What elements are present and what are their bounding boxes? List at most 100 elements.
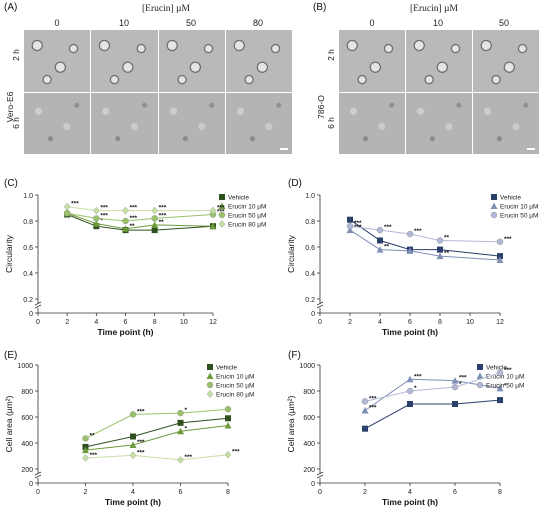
y-axis-label: Circularity bbox=[286, 234, 296, 273]
data-point bbox=[377, 237, 383, 244]
x-axis-label: Time point (h) bbox=[97, 327, 153, 337]
legend-label: Vehicle bbox=[228, 195, 249, 202]
axis-break-mark bbox=[316, 301, 324, 306]
data-point bbox=[476, 372, 484, 379]
axis-break-mark bbox=[316, 474, 324, 479]
legend-label: Erucin 50 µM bbox=[216, 383, 254, 390]
panel-label-d: (D) bbox=[288, 178, 302, 189]
series-2: ********Erucin 50 µM bbox=[361, 367, 524, 405]
significance-label: ** bbox=[159, 219, 165, 226]
data-point bbox=[346, 223, 354, 230]
y-tick-label: 600 bbox=[303, 415, 315, 422]
panel-label-a: (A) bbox=[4, 2, 18, 13]
significance-label: *** bbox=[414, 228, 422, 235]
y-axis-label: Cell area (µm²) bbox=[4, 395, 14, 452]
y-tick-label: 0.6 bbox=[23, 245, 33, 252]
series-line bbox=[349, 229, 501, 261]
y-tick-label: 400 bbox=[303, 441, 315, 448]
data-point bbox=[452, 401, 458, 407]
column-label: 0 bbox=[369, 18, 375, 28]
data-point bbox=[177, 409, 184, 417]
data-point bbox=[225, 415, 231, 422]
significance-label: *** bbox=[384, 224, 392, 231]
significance-label: ** bbox=[384, 244, 390, 251]
data-point bbox=[122, 217, 129, 225]
data-point bbox=[218, 202, 226, 209]
x-tick-label: 0 bbox=[36, 489, 40, 496]
significance-label: *** bbox=[71, 201, 79, 208]
series-line bbox=[67, 212, 214, 222]
micrograph bbox=[473, 92, 539, 154]
data-point bbox=[63, 202, 71, 211]
y-tick-label: 800 bbox=[303, 389, 315, 396]
significance-label: *** bbox=[159, 205, 167, 212]
data-point bbox=[497, 253, 503, 260]
series-3: *** *********Erucin 80 µM bbox=[82, 390, 254, 464]
data-point bbox=[82, 446, 89, 454]
significance-label: *** bbox=[185, 454, 193, 461]
y-tick-label: 0 bbox=[29, 311, 33, 318]
significance-label: *** bbox=[369, 395, 377, 402]
data-point bbox=[477, 364, 483, 370]
series-line bbox=[349, 219, 501, 257]
row-label: 6 h bbox=[326, 117, 336, 129]
data-point bbox=[92, 220, 100, 227]
significance-label: *** bbox=[504, 367, 512, 374]
series-line bbox=[364, 399, 501, 430]
y-tick-label: 1000 bbox=[17, 363, 33, 370]
data-point bbox=[177, 456, 184, 464]
data-point bbox=[129, 451, 137, 460]
series-2: *** *** ******Erucin 50 µM bbox=[63, 209, 266, 225]
erucin-header-a: [Erucin] µM bbox=[142, 4, 190, 14]
chart-cellarea-786o: 200 400 600 800 1000 00 2 4 6 8 Time point (h) Cell… bbox=[286, 363, 524, 507]
x-tick-label: 4 bbox=[94, 319, 98, 326]
data-point bbox=[82, 435, 89, 442]
data-point bbox=[406, 375, 414, 383]
data-point bbox=[151, 206, 158, 215]
significance-label: *** bbox=[369, 405, 377, 412]
series-1: ****Erucin 10 µM bbox=[82, 372, 254, 454]
data-point bbox=[376, 246, 384, 253]
data-point bbox=[130, 433, 136, 440]
x-tick-label: 8 bbox=[498, 489, 502, 496]
data-point bbox=[206, 372, 214, 379]
chart-cellarea-vero: 200 400 600 800 1000 00 2 4 6 8 Time point (h) Cell… bbox=[4, 363, 254, 507]
significance-label: *** bbox=[130, 215, 138, 222]
data-point bbox=[490, 202, 498, 209]
x-tick-label: 6 bbox=[179, 489, 183, 496]
x-tick-label: 12 bbox=[209, 319, 217, 326]
y-tick-label: 0.8 bbox=[23, 219, 33, 226]
x-tick-label: 4 bbox=[408, 489, 412, 496]
legend-label: Erucin 80 µM bbox=[216, 392, 254, 399]
data-point bbox=[129, 441, 137, 448]
column-label: 80 bbox=[252, 18, 263, 28]
significance-label: *** bbox=[217, 205, 225, 212]
series-line bbox=[85, 408, 229, 439]
data-point bbox=[218, 211, 226, 219]
x-tick-label: 8 bbox=[153, 319, 157, 326]
x-tick-label: 4 bbox=[378, 319, 382, 326]
data-point bbox=[224, 421, 232, 429]
data-point bbox=[151, 221, 159, 228]
significance-label: *** bbox=[100, 205, 108, 212]
series-3: ****** *** *** ***Erucin 80 µM bbox=[63, 201, 266, 229]
panel-label-b: (B) bbox=[313, 2, 327, 13]
axis-break-mark bbox=[316, 304, 324, 309]
y-axis-label: Cell area (µm²) bbox=[286, 395, 296, 452]
x-axis-label: Time point (h) bbox=[105, 497, 161, 507]
y-tick-label: 800 bbox=[21, 389, 33, 396]
significance-label: *** bbox=[137, 439, 145, 446]
micrograph bbox=[473, 30, 539, 92]
data-point bbox=[122, 225, 129, 232]
data-point bbox=[406, 387, 414, 395]
column-label: 50 bbox=[498, 18, 509, 28]
micrograph bbox=[225, 30, 292, 92]
series-1: *******Erucin 10 µM bbox=[346, 202, 538, 263]
significance-label: * bbox=[100, 218, 103, 225]
row-label: 6 h bbox=[11, 117, 21, 129]
data-point bbox=[218, 220, 226, 228]
x-tick-label: 8 bbox=[438, 319, 442, 326]
significance-label: * bbox=[504, 382, 507, 389]
data-point bbox=[224, 406, 232, 413]
x-tick-label: 0 bbox=[36, 319, 40, 326]
